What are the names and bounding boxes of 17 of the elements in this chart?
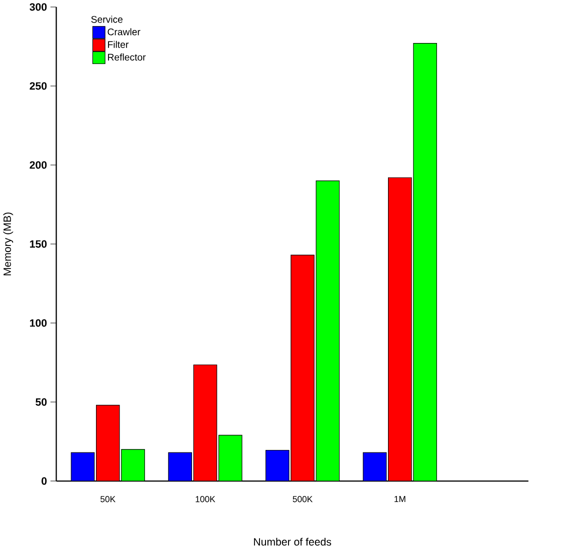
y-tick-label: 200 bbox=[30, 161, 47, 169]
y-tick-label: 0 bbox=[42, 477, 47, 485]
y-tick-label: 250 bbox=[30, 82, 47, 90]
y-axis-title: Memory (MB) bbox=[3, 212, 14, 276]
y-tick-label: 100 bbox=[30, 319, 47, 327]
y-tick-label: 300 bbox=[30, 3, 47, 11]
legend-label: Filter bbox=[108, 40, 129, 48]
x-axis-title: Number of feeds bbox=[254, 538, 332, 546]
x-tick-label: 50K bbox=[100, 496, 116, 502]
legend-label: Crawler bbox=[108, 28, 140, 36]
legend-title: Service bbox=[91, 16, 123, 23]
x-tick-label: 100K bbox=[196, 496, 216, 502]
y-tick-label: 50 bbox=[36, 398, 47, 406]
x-tick-label: 1M bbox=[394, 496, 406, 502]
y-tick-label: 150 bbox=[30, 240, 47, 248]
legend-label: Reflector bbox=[108, 53, 146, 60]
x-tick-label: 500K bbox=[292, 496, 313, 502]
